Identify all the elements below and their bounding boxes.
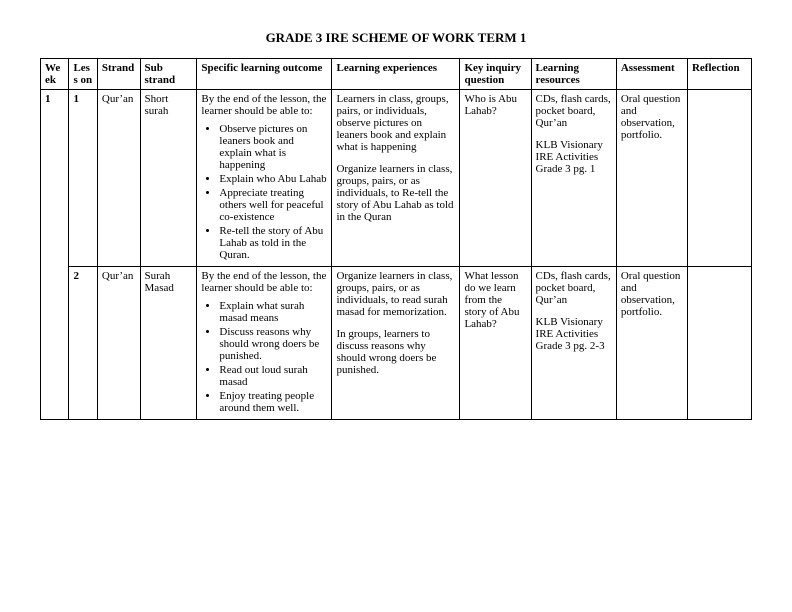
outcome-item: Discuss reasons why should wrong doers b… [219,326,327,362]
cell-resources: CDs, flash cards, pocket board, Qur’an K… [531,267,616,420]
outcome-item: Read out loud surah masad [219,364,327,388]
cell-reflection [687,267,751,420]
cell-outcome: By the end of the lesson, the learner sh… [197,267,332,420]
cell-experiences: Learners in class, groups, pairs, or ind… [332,90,460,267]
experiences-p2: In groups, learners to discuss reasons w… [336,328,455,376]
cell-inquiry: Who is Abu Lahab? [460,90,531,267]
outcome-list: Explain what surah masad means Discuss r… [201,300,327,414]
outcome-item: Appreciate treating others well for peac… [219,187,327,223]
cell-experiences: Organize learners in class, groups, pair… [332,267,460,420]
col-experiences: Learning experiences [332,59,460,90]
outcome-item: Explain what surah masad means [219,300,327,324]
table-row: 2 Qur’an Surah Masad By the end of the l… [41,267,752,420]
outcome-intro: By the end of the lesson, the learner sh… [201,93,327,117]
resources-p2: KLB Visionary IRE Activities Grade 3 pg.… [536,316,612,352]
outcome-item: Re-tell the story of Abu Lahab as told i… [219,225,327,261]
cell-substrand: Surah Masad [140,267,197,420]
experiences-p1: Learners in class, groups, pairs, or ind… [336,93,455,153]
experiences-p2: Organize learners in class, groups, pair… [336,163,455,223]
cell-strand: Qur’an [97,90,140,267]
resources-p1: CDs, flash cards, pocket board, Qur’an [536,93,612,129]
scheme-table: We ek Less on Strand Sub strand Specific… [40,58,752,420]
col-lesson: Less on [69,59,97,90]
col-outcome: Specific learning outcome [197,59,332,90]
outcome-item: Enjoy treating people around them well. [219,390,327,414]
table-row: 1 1 Qur’an Short surah By the end of the… [41,90,752,267]
cell-resources: CDs, flash cards, pocket board, Qur’an K… [531,90,616,267]
col-substrand: Sub strand [140,59,197,90]
outcome-list: Observe pictures on leaners book and exp… [201,123,327,261]
col-resources: Learning resources [531,59,616,90]
cell-week: 1 [41,90,69,420]
col-assessment: Assessment [616,59,687,90]
page-title: GRADE 3 IRE SCHEME OF WORK TERM 1 [40,30,752,46]
outcome-item: Explain who Abu Lahab [219,173,327,185]
col-inquiry: Key inquiry question [460,59,531,90]
cell-outcome: By the end of the lesson, the learner sh… [197,90,332,267]
cell-strand: Qur’an [97,267,140,420]
col-week: We ek [41,59,69,90]
cell-lesson: 2 [69,267,97,420]
resources-p1: CDs, flash cards, pocket board, Qur’an [536,270,612,306]
resources-p2: KLB Visionary IRE Activities Grade 3 pg.… [536,139,612,175]
col-strand: Strand [97,59,140,90]
cell-lesson: 1 [69,90,97,267]
cell-assessment: Oral question and observation, portfolio… [616,90,687,267]
cell-substrand: Short surah [140,90,197,267]
experiences-p1: Organize learners in class, groups, pair… [336,270,455,318]
outcome-intro: By the end of the lesson, the learner sh… [201,270,327,294]
cell-assessment: Oral question and observation, portfolio… [616,267,687,420]
outcome-item: Observe pictures on leaners book and exp… [219,123,327,171]
table-header-row: We ek Less on Strand Sub strand Specific… [41,59,752,90]
cell-inquiry: What lesson do we learn from the story o… [460,267,531,420]
cell-reflection [687,90,751,267]
col-reflection: Reflection [687,59,751,90]
